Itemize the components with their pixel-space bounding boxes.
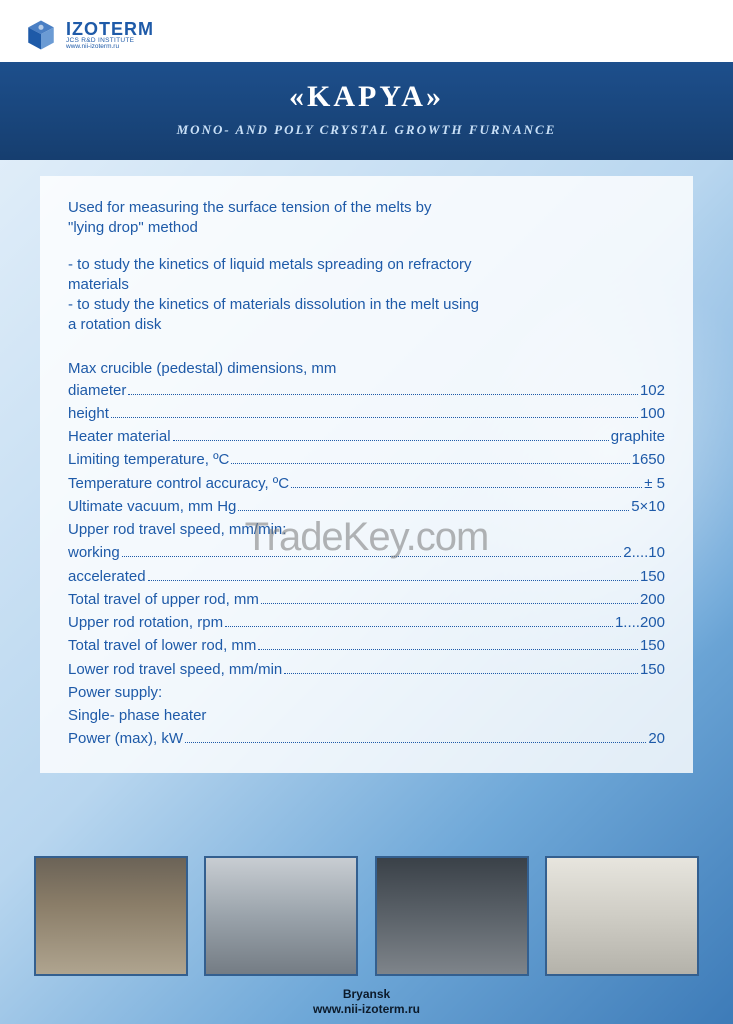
intro-line: Used for measuring the surface tension o… — [68, 198, 665, 218]
thumbnail-3 — [375, 856, 529, 976]
footer: Bryansk www.nii-izoterm.ru — [0, 987, 733, 1016]
spec-value: 1....200 — [615, 611, 665, 634]
specs-subheading: Upper rod travel speed, mm/min: — [68, 518, 665, 541]
bullet-line: a rotation disk — [68, 315, 665, 335]
thumbnail-1 — [34, 856, 188, 976]
bullets: - to study the kinetics of liquid metals… — [68, 255, 665, 336]
spec-row: accelerated 150 — [68, 565, 665, 588]
spec-label: Power (max), kW — [68, 727, 183, 750]
specs-heading: Max crucible (pedestal) dimensions, mm — [68, 360, 665, 377]
spec-label: Temperature control accuracy, ºC — [68, 472, 289, 495]
leader-dots — [261, 603, 638, 604]
spec-label: accelerated — [68, 565, 146, 588]
spec-value: 150 — [640, 634, 665, 657]
spec-value: 150 — [640, 658, 665, 681]
spec-value: 2....10 — [623, 541, 665, 564]
spec-label: Upper rod rotation, rpm — [68, 611, 223, 634]
spec-row: Limiting temperature, ºC 1650 — [68, 448, 665, 471]
intro-text: Used for measuring the surface tension o… — [68, 198, 665, 239]
spec-label: working — [68, 541, 120, 564]
logo-url: www.nii-izoterm.ru — [66, 44, 154, 51]
spec-row: Power (max), kW 20 — [68, 727, 665, 750]
leader-dots — [185, 742, 646, 743]
footer-city: Bryansk — [0, 987, 733, 1001]
product-title: «KAPYA» — [20, 80, 713, 114]
spec-value: 150 — [640, 565, 665, 588]
logo-cube-icon — [24, 18, 58, 52]
leader-dots — [291, 487, 642, 488]
bullet-line: materials — [68, 275, 665, 295]
footer-url: www.nii-izoterm.ru — [0, 1002, 733, 1016]
thumbnail-2 — [204, 856, 358, 976]
spec-label: Ultimate vacuum, mm Hg — [68, 495, 236, 518]
leader-dots — [231, 463, 629, 464]
spec-value: ± 5 — [644, 472, 665, 495]
bullet-line: - to study the kinetics of liquid metals… — [68, 255, 665, 275]
spec-row: Heater material graphite — [68, 425, 665, 448]
thumbnail-gallery — [0, 856, 733, 976]
spec-value: 200 — [640, 588, 665, 611]
thumbnail-4 — [545, 856, 699, 976]
spec-value: 20 — [648, 727, 665, 750]
leader-dots — [238, 510, 629, 511]
spec-row: height 100 — [68, 402, 665, 425]
spec-label: Heater material — [68, 425, 171, 448]
spec-label: Limiting temperature, ºC — [68, 448, 229, 471]
leader-dots — [122, 556, 622, 557]
spec-label: Lower rod travel speed, mm/min — [68, 658, 282, 681]
spec-row: Total travel of lower rod, mm 150 — [68, 634, 665, 657]
power-heading: Power supply: — [68, 681, 665, 704]
leader-dots — [148, 580, 638, 581]
logo-text: IZOTERM JCS R&D INSTITUTE www.nii-izoter… — [66, 20, 154, 51]
logo-name: IZOTERM — [66, 20, 154, 38]
content-panel: Used for measuring the surface tension o… — [40, 176, 693, 773]
spec-value: 1650 — [632, 448, 665, 471]
spec-row: diameter 102 — [68, 379, 665, 402]
spec-value: 100 — [640, 402, 665, 425]
spec-value: 102 — [640, 379, 665, 402]
spec-row: Upper rod rotation, rpm 1....200 — [68, 611, 665, 634]
leader-dots — [258, 649, 638, 650]
spec-row: working 2....10 — [68, 541, 665, 564]
spec-label: diameter — [68, 379, 126, 402]
spec-row: Ultimate vacuum, mm Hg 5×10 — [68, 495, 665, 518]
product-subtitle: MONO- AND POLY CRYSTAL GROWTH FURNANCE — [20, 122, 713, 138]
leader-dots — [284, 673, 638, 674]
spec-row: Total travel of upper rod, mm 200 — [68, 588, 665, 611]
spec-label: Total travel of upper rod, mm — [68, 588, 259, 611]
header: IZOTERM JCS R&D INSTITUTE www.nii-izoter… — [0, 0, 733, 62]
spec-value: graphite — [611, 425, 665, 448]
spec-label: height — [68, 402, 109, 425]
spec-label: Total travel of lower rod, mm — [68, 634, 256, 657]
leader-dots — [225, 626, 613, 627]
intro-line: "lying drop" method — [68, 218, 665, 238]
spec-row: Lower rod travel speed, mm/min 150 — [68, 658, 665, 681]
bullet-line: - to study the kinetics of materials dis… — [68, 295, 665, 315]
leader-dots — [111, 417, 638, 418]
leader-dots — [173, 440, 609, 441]
title-band: «KAPYA» MONO- AND POLY CRYSTAL GROWTH FU… — [0, 62, 733, 160]
spec-row: Temperature control accuracy, ºC ± 5 — [68, 472, 665, 495]
leader-dots — [128, 394, 638, 395]
spec-value: 5×10 — [631, 495, 665, 518]
specs: Max crucible (pedestal) dimensions, mm d… — [68, 360, 665, 751]
power-sub: Single- phase heater — [68, 704, 665, 727]
